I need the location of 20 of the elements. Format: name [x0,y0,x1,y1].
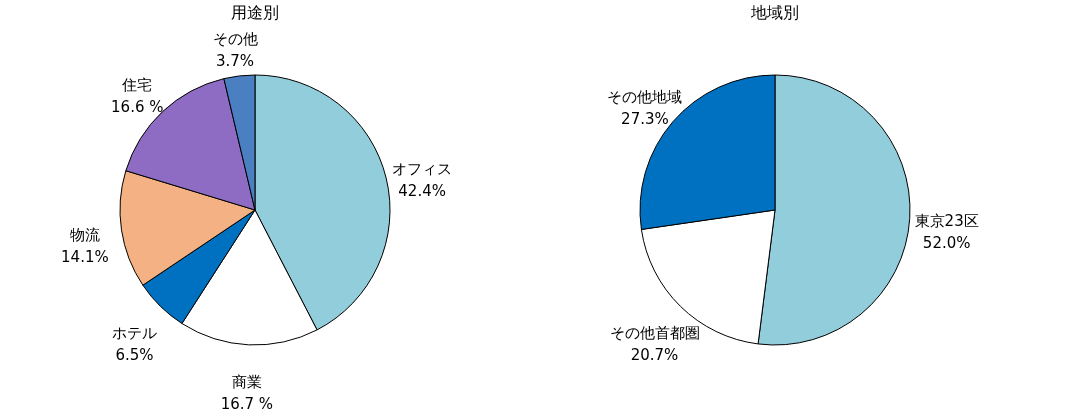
slice-label: 物流 [69,226,100,245]
slice-label: 住宅 [121,75,153,94]
slice-label: 商業 [231,372,262,391]
data-label: 52.0% [922,233,971,252]
data-label: 6.5% [115,345,154,364]
slice-label: ホテル [112,323,158,342]
slice-label: その他 [212,30,258,49]
chart-title: 用途別 [231,3,279,22]
slice-label: その他地域 [607,88,683,107]
data-label: 3.7% [216,52,255,71]
data-label: 16.6 % [111,97,164,116]
data-label: 42.4% [398,182,446,201]
chart-title: 地域別 [750,3,799,22]
slice-label: その他首都圏 [609,323,700,342]
data-label: 27.3% [621,110,669,129]
data-label: 14.1% [61,248,109,267]
slice-label: オフィス [392,160,453,179]
data-label: 20.7% [630,345,679,364]
data-label: 16.7 % [220,394,274,413]
slice-label: 東京23区 [914,211,979,230]
